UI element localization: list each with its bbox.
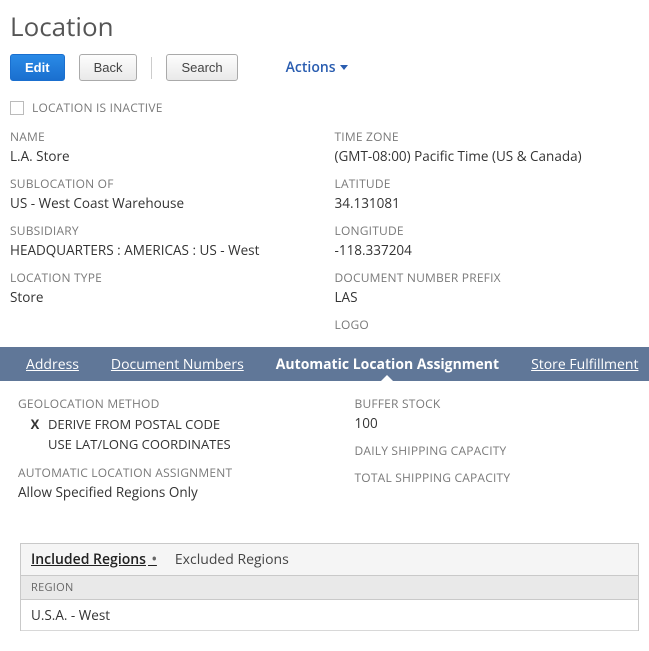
table-row[interactable]: U.S.A. - West xyxy=(21,600,638,631)
ala-label: AUTOMATIC LOCATION ASSIGNMENT xyxy=(18,464,295,481)
sublocation-label: SUBLOCATION OF xyxy=(10,175,315,192)
page-title: Location xyxy=(10,8,639,44)
geo-method-label: GEOLOCATION METHOD xyxy=(18,395,295,412)
ala-value: Allow Specified Regions Only xyxy=(18,483,295,501)
search-button[interactable]: Search xyxy=(166,54,237,81)
longitude-value: -118.337204 xyxy=(335,241,640,259)
back-button[interactable]: Back xyxy=(79,54,138,81)
name-value: L.A. Store xyxy=(10,147,315,165)
latitude-value: 34.131081 xyxy=(335,194,640,212)
subsidiary-label: SUBSIDIARY xyxy=(10,222,315,239)
docprefix-label: DOCUMENT NUMBER PREFIX xyxy=(335,269,640,286)
tab-address[interactable]: Address xyxy=(10,347,95,381)
subtab-included-regions[interactable]: Included Regions • xyxy=(31,550,157,569)
geo-opt-latlong: USE LAT/LONG COORDINATES xyxy=(48,435,231,453)
bullet-icon: • xyxy=(148,550,157,569)
chevron-down-icon xyxy=(340,65,348,70)
geo-opt-postal: DERIVE FROM POSTAL CODE xyxy=(48,415,220,433)
separator xyxy=(151,57,152,79)
tab-bar: Address Document Numbers Automatic Locat… xyxy=(0,347,649,381)
region-column-header: REGION xyxy=(21,576,638,600)
docprefix-value: LAS xyxy=(335,288,640,306)
location-type-label: LOCATION TYPE xyxy=(10,269,315,286)
tab-store-fulfillment[interactable]: Store Fulfillment xyxy=(515,347,649,381)
inactive-checkbox xyxy=(10,101,24,115)
edit-button[interactable]: Edit xyxy=(10,54,65,81)
x-mark-icon: X xyxy=(30,415,40,433)
buffer-label: BUFFER STOCK xyxy=(355,395,632,412)
tab-document-numbers[interactable]: Document Numbers xyxy=(95,347,260,381)
action-bar: Edit Back Search Actions xyxy=(10,54,639,81)
name-label: NAME xyxy=(10,128,315,145)
subtab-excluded-regions[interactable]: Excluded Regions xyxy=(175,550,289,569)
longitude-label: LONGITUDE xyxy=(335,222,640,239)
actions-menu[interactable]: Actions xyxy=(286,58,348,77)
subsidiary-value: HEADQUARTERS : AMERICAS : US - West xyxy=(10,241,315,259)
timezone-label: TIME ZONE xyxy=(335,128,640,145)
actions-label: Actions xyxy=(286,58,336,77)
timezone-value: (GMT-08:00) Pacific Time (US & Canada) xyxy=(335,147,640,165)
daily-label: DAILY SHIPPING CAPACITY xyxy=(355,442,632,459)
logo-label: LOGO xyxy=(335,316,640,333)
buffer-value: 100 xyxy=(355,414,632,432)
inactive-label: LOCATION IS INACTIVE xyxy=(32,99,163,116)
location-type-value: Store xyxy=(10,288,315,306)
sublocation-value: US - West Coast Warehouse xyxy=(10,194,315,212)
latitude-label: LATITUDE xyxy=(335,175,640,192)
subtab-included-label: Included Regions xyxy=(31,550,146,569)
tab-automatic-location-assignment[interactable]: Automatic Location Assignment xyxy=(260,347,515,381)
region-subtabs: Included Regions • Excluded Regions xyxy=(21,544,638,576)
total-label: TOTAL SHIPPING CAPACITY xyxy=(355,469,632,486)
